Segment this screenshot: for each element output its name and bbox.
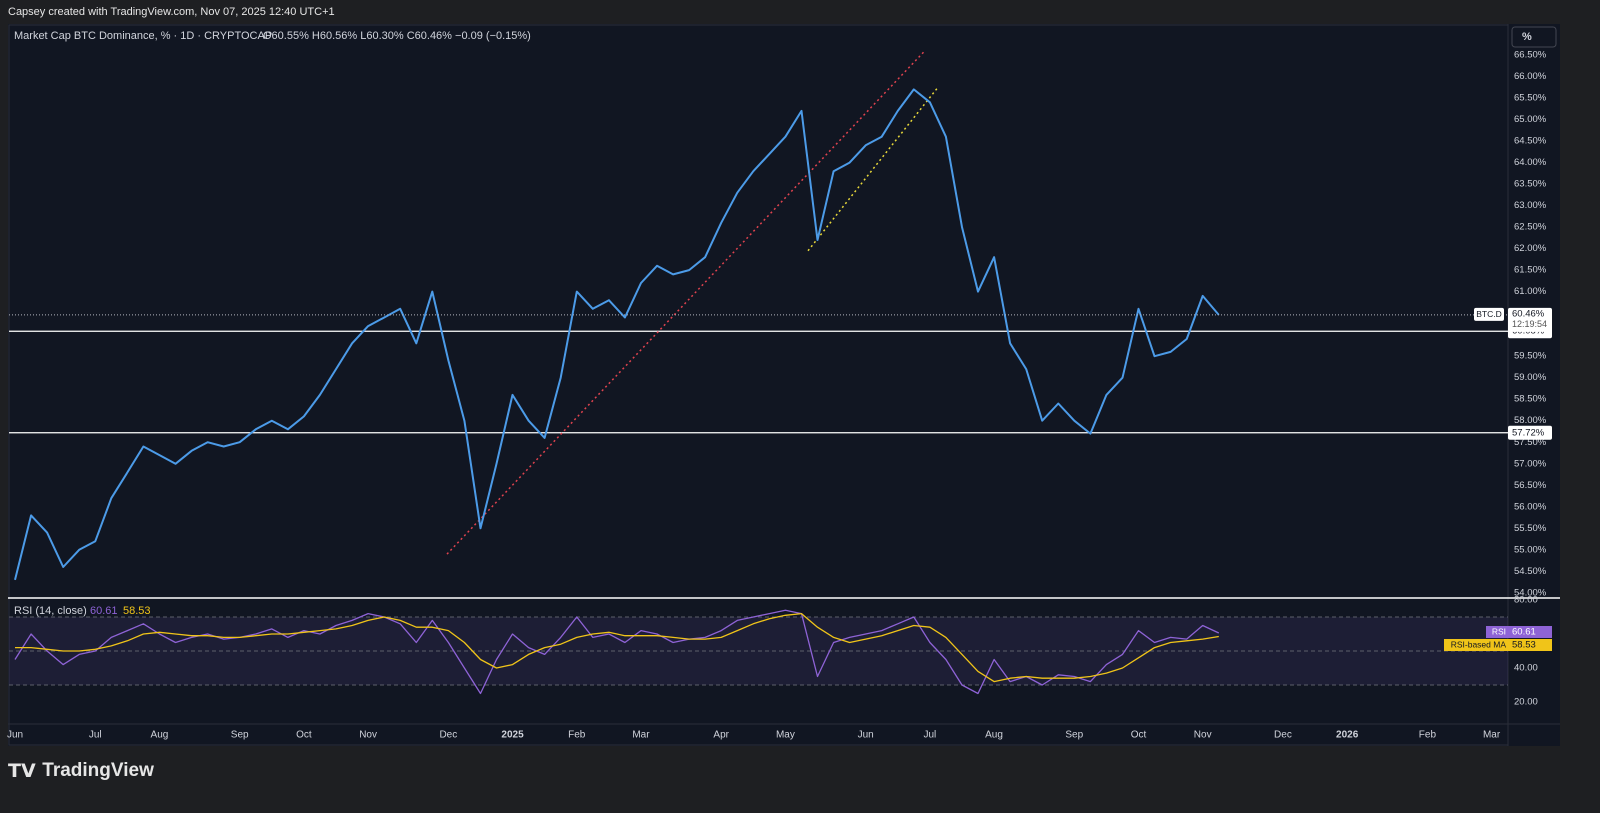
x-tick-label: Mar — [1483, 730, 1501, 741]
trendline — [446, 50, 926, 555]
x-tick-label: May — [776, 730, 795, 741]
x-tick-label: Nov — [1194, 730, 1212, 741]
rsi-tag-value: 60.61 — [1512, 627, 1536, 638]
x-tick-label: Apr — [713, 730, 729, 741]
rsi-tag-name: RSI-based MA — [1451, 639, 1507, 649]
y-tick-label: 66.50% — [1514, 49, 1547, 60]
x-tick-label: Dec — [1274, 730, 1292, 741]
x-tick-label: Oct — [1131, 730, 1147, 741]
y-tick-label: 63.00% — [1514, 200, 1547, 211]
x-tick-label: Nov — [359, 730, 377, 741]
level-tag — [1508, 425, 1552, 440]
y-tick-label: 55.00% — [1514, 544, 1547, 555]
y-tick-label: 54.50% — [1514, 566, 1547, 577]
y-tick-label: 62.00% — [1514, 243, 1547, 254]
level-label: 57.72% — [1512, 427, 1545, 438]
y-tick-label: 59.00% — [1514, 372, 1547, 383]
rsi-legend-value: 58.53 — [123, 605, 151, 617]
unit-button-label[interactable]: % — [1522, 31, 1532, 43]
rsi-tick-label: 40.00 — [1514, 662, 1538, 673]
rsi-tag-bg — [1508, 626, 1552, 638]
x-tick-label: Jun — [858, 730, 874, 741]
y-tick-label: 57.50% — [1514, 437, 1547, 448]
x-tick-label: Dec — [439, 730, 457, 741]
countdown: 12:19:54 — [1512, 319, 1547, 329]
rsi-tag-value: 58.53 — [1512, 640, 1536, 651]
brand-name: TradingView — [42, 760, 154, 781]
y-tick-label: 56.50% — [1514, 480, 1547, 491]
y-tick-label: 57.00% — [1514, 458, 1547, 469]
x-tick-label: Jul — [923, 730, 936, 741]
x-tick-label: 2025 — [501, 730, 524, 741]
y-tick-label: 65.50% — [1514, 93, 1547, 104]
x-tick-label: Feb — [568, 730, 586, 741]
y-tick-label: 63.50% — [1514, 179, 1547, 190]
rsi-tag-name-bg — [1444, 639, 1508, 651]
y-tick-label: 61.00% — [1514, 286, 1547, 297]
rsi-tag-name-bg — [1486, 626, 1508, 638]
rsi-title: RSI (14, close) — [14, 605, 87, 617]
rsi-tick-label: 20.00 — [1514, 696, 1538, 707]
chart-bg — [8, 24, 1560, 746]
last-label: 60.46% — [1512, 308, 1545, 319]
unit-button[interactable] — [1511, 26, 1557, 48]
x-tick-label: Sep — [1065, 730, 1083, 741]
y-tick-label: 64.50% — [1514, 136, 1547, 147]
x-tick-label: Sep — [231, 730, 249, 741]
x-tick-label: Jul — [89, 730, 102, 741]
y-tick-label: 65.00% — [1514, 114, 1547, 125]
y-tick-label: 54.00% — [1514, 587, 1547, 598]
last-tag — [1508, 307, 1552, 332]
y-tick-label: 58.00% — [1514, 415, 1547, 426]
x-tick-label: Feb — [1419, 730, 1437, 741]
y-tick-label: 56.00% — [1514, 501, 1547, 512]
x-tick-label: Aug — [151, 730, 169, 741]
rsi-tag-name: RSI — [1492, 626, 1506, 636]
x-tick-label: Mar — [632, 730, 650, 741]
chart-title: Market Cap BTC Dominance, % · 1D · CRYPT… — [14, 30, 272, 42]
series-line — [15, 612, 1219, 683]
y-tick-label: 61.50% — [1514, 265, 1547, 276]
y-tick-label: 62.50% — [1514, 222, 1547, 233]
brand: 𝗧𝗩 TradingView — [8, 760, 154, 782]
y-tick-label: 64.00% — [1514, 157, 1547, 168]
rsi-tick-label: 80.00 — [1514, 595, 1538, 606]
y-tick-label: 66.00% — [1514, 71, 1547, 82]
x-tick-label: 2026 — [1336, 730, 1359, 741]
series-tag-label: BTC.D — [1476, 309, 1502, 319]
y-tick-label: 58.50% — [1514, 394, 1547, 405]
credit: Capsey created with TradingView.com, Nov… — [8, 6, 335, 18]
x-tick-label: Oct — [296, 730, 312, 741]
series-tag — [1474, 307, 1504, 321]
x-tick-label: Jun — [7, 730, 23, 741]
series-line — [14, 88, 1220, 581]
y-tick-label: 55.50% — [1514, 523, 1547, 534]
ohlc: O60.55% H60.56% L60.30% C60.46% −0.09 (−… — [263, 30, 531, 42]
y-tick-label: 59.50% — [1514, 351, 1547, 362]
rsi-legend-value: 60.61 — [90, 605, 118, 617]
rsi-tag-bg — [1508, 639, 1552, 651]
x-tick-label: Aug — [985, 730, 1003, 741]
